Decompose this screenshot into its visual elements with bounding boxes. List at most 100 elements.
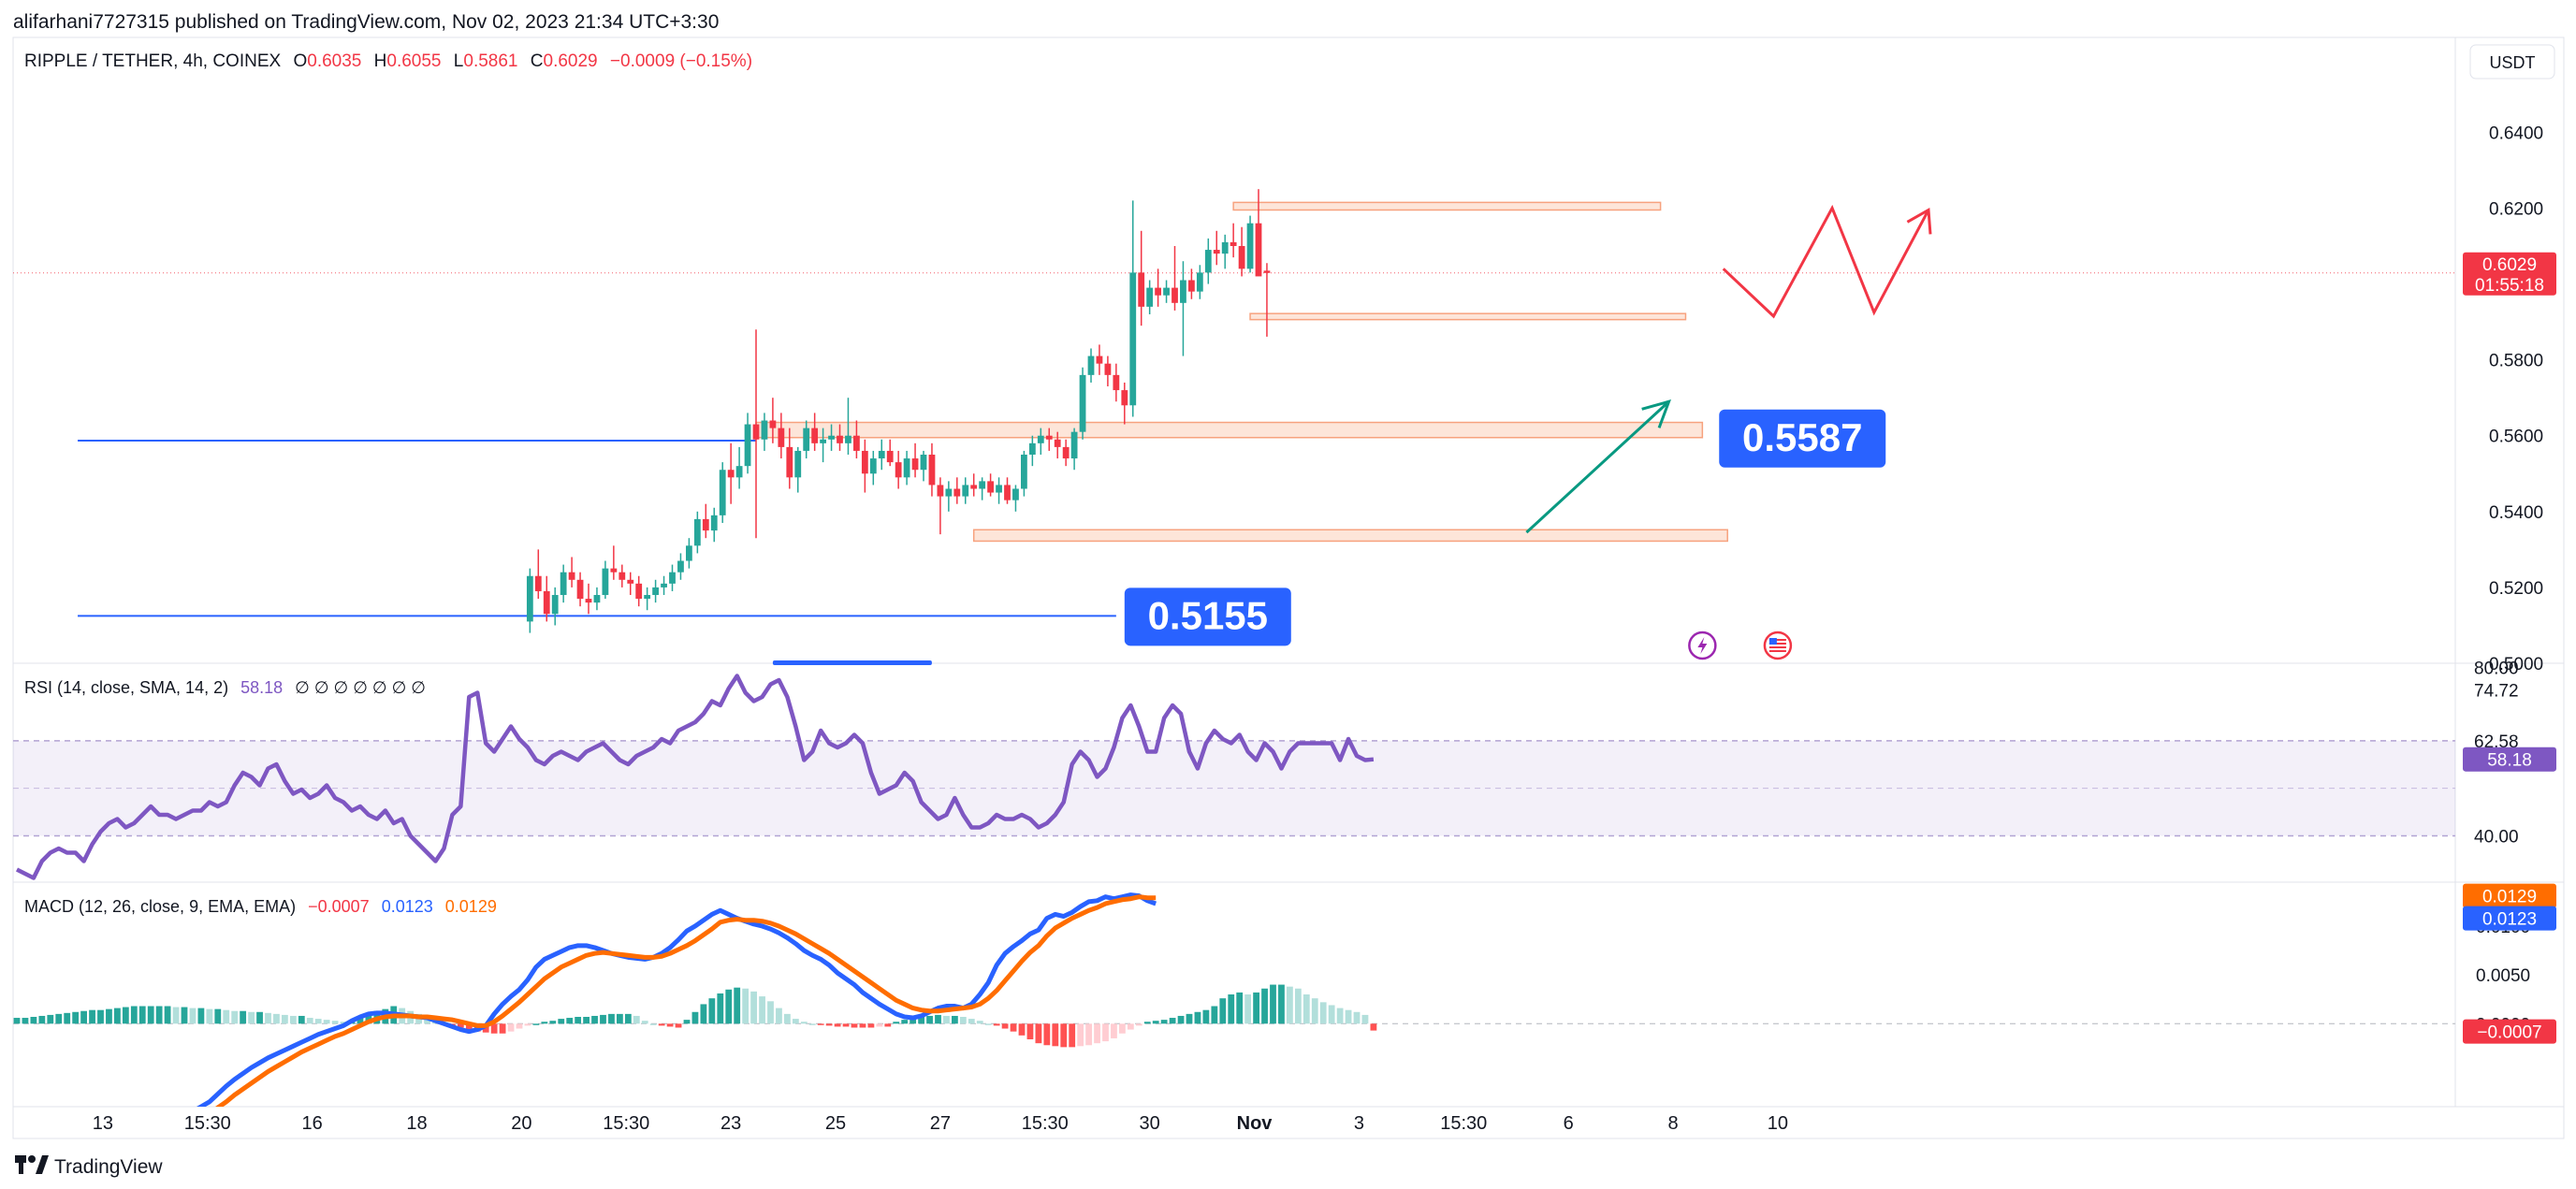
- candle[interactable]: [1037, 428, 1044, 455]
- candle[interactable]: [693, 511, 701, 554]
- candle[interactable]: [786, 428, 793, 489]
- candle[interactable]: [719, 462, 726, 523]
- candle[interactable]: [576, 572, 584, 607]
- rsi-pane[interactable]: [13, 674, 2455, 880]
- candle[interactable]: [769, 398, 777, 443]
- candle[interactable]: [945, 481, 953, 512]
- signal-current-badge[interactable]: 0.0129: [2463, 883, 2556, 908]
- candle[interactable]: [1054, 431, 1061, 459]
- candle[interactable]: [837, 424, 843, 451]
- candle[interactable]: [602, 560, 609, 600]
- candle[interactable]: [1138, 230, 1145, 326]
- candle[interactable]: [987, 473, 994, 497]
- candle[interactable]: [1172, 246, 1178, 311]
- candle[interactable]: [903, 450, 910, 486]
- candle[interactable]: [1012, 485, 1019, 512]
- candle[interactable]: [996, 477, 1002, 504]
- candle[interactable]: [1255, 189, 1262, 277]
- candle[interactable]: [534, 549, 542, 600]
- candle[interactable]: [778, 413, 785, 459]
- candle[interactable]: [1021, 450, 1027, 497]
- macd-current-badge[interactable]: 0.0123: [2463, 906, 2556, 931]
- signal-line[interactable]: [184, 894, 1157, 1131]
- candle[interactable]: [761, 413, 768, 451]
- rsi-current-badge[interactable]: 58.18: [2463, 747, 2556, 772]
- candle[interactable]: [627, 572, 634, 596]
- candle[interactable]: [644, 587, 651, 611]
- candle[interactable]: [543, 575, 550, 622]
- candle[interactable]: [1129, 200, 1137, 417]
- macd-pane[interactable]: [13, 892, 2455, 1132]
- candle[interactable]: [869, 450, 877, 486]
- candle[interactable]: [635, 575, 643, 607]
- candle[interactable]: [878, 439, 885, 471]
- candle[interactable]: [551, 587, 559, 626]
- candle[interactable]: [1213, 230, 1220, 266]
- candle[interactable]: [1196, 265, 1203, 299]
- candle[interactable]: [979, 477, 986, 500]
- candle[interactable]: [853, 420, 860, 459]
- candle[interactable]: [828, 424, 835, 451]
- level-label-high[interactable]: 0.5587: [1719, 409, 1886, 468]
- candle[interactable]: [1221, 234, 1229, 269]
- candle[interactable]: [1180, 261, 1186, 356]
- candle[interactable]: [1028, 435, 1036, 467]
- candle[interactable]: [962, 477, 969, 504]
- candle[interactable]: [803, 420, 810, 459]
- green-arrow-line[interactable]: [1525, 400, 1670, 534]
- candle[interactable]: [970, 473, 978, 497]
- candle[interactable]: [702, 503, 709, 539]
- candle[interactable]: [735, 446, 743, 489]
- candle[interactable]: [610, 545, 618, 580]
- candle[interactable]: [911, 442, 919, 478]
- candle[interactable]: [937, 477, 944, 535]
- supply-demand-zone[interactable]: [1249, 312, 1687, 321]
- rsi-axis[interactable]: 80.00 74.72 62.58 40.00 58.18: [2463, 660, 2556, 848]
- candle[interactable]: [585, 583, 592, 615]
- candle[interactable]: [661, 575, 667, 596]
- candle[interactable]: [1204, 238, 1212, 284]
- candle[interactable]: [1263, 263, 1271, 337]
- histogram-current-badge[interactable]: −0.0007: [2463, 1019, 2556, 1044]
- candle[interactable]: [1121, 382, 1128, 425]
- candle[interactable]: [752, 329, 760, 539]
- candle[interactable]: [886, 439, 894, 467]
- candle[interactable]: [1079, 367, 1086, 440]
- candle[interactable]: [1096, 344, 1103, 375]
- candle[interactable]: [1104, 355, 1112, 387]
- candle[interactable]: [686, 538, 692, 569]
- candle[interactable]: [1004, 477, 1011, 504]
- candle[interactable]: [1246, 215, 1254, 273]
- candle[interactable]: [1155, 268, 1161, 307]
- candle[interactable]: [1070, 428, 1078, 471]
- candle[interactable]: [1238, 226, 1245, 277]
- candle[interactable]: [677, 553, 684, 580]
- lightning-event-icon[interactable]: [1688, 631, 1717, 660]
- candle[interactable]: [928, 442, 936, 497]
- candle[interactable]: [1146, 280, 1154, 314]
- candle[interactable]: [744, 413, 751, 474]
- candle[interactable]: [619, 564, 626, 587]
- candle[interactable]: [568, 557, 575, 587]
- currency-button[interactable]: USDT: [2469, 44, 2555, 80]
- candle[interactable]: [727, 442, 735, 504]
- rsi-line[interactable]: [15, 674, 1375, 880]
- level-label-low[interactable]: 0.5155: [1124, 587, 1291, 646]
- candle[interactable]: [845, 398, 851, 455]
- macd-line[interactable]: [184, 892, 1157, 1116]
- candle[interactable]: [920, 450, 927, 482]
- candle[interactable]: [526, 568, 533, 633]
- candle[interactable]: [1163, 280, 1170, 303]
- candle[interactable]: [820, 428, 826, 463]
- time-axis[interactable]: 13 15:30 16 18 20 15:30 23 25 27 15:30 30 Nov 3 15:30…: [93, 1113, 1788, 1134]
- candle[interactable]: [560, 564, 567, 603]
- price-pane[interactable]: [13, 189, 2455, 633]
- candle[interactable]: [1230, 223, 1237, 258]
- supply-demand-zone[interactable]: [1232, 201, 1662, 211]
- candle[interactable]: [652, 579, 659, 603]
- candle[interactable]: [1062, 439, 1070, 467]
- candle[interactable]: [953, 477, 961, 504]
- supply-demand-zone[interactable]: [972, 529, 1728, 543]
- supply-demand-zone[interactable]: [755, 421, 1704, 439]
